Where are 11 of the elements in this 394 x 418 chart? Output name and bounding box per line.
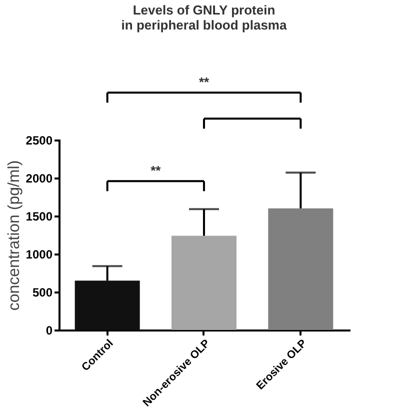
- y-tick-label: 500: [32, 286, 53, 300]
- y-tick-label: 1000: [26, 248, 53, 262]
- text: Levels of GNLY protein: [132, 2, 276, 18]
- y-tick-label: 1500: [26, 210, 53, 224]
- text: in peripheral blood plasma: [121, 18, 287, 33]
- text: **: [198, 74, 210, 90]
- y-tick-label: 2500: [26, 134, 53, 148]
- y-axis-title: concentration (pg/ml): [6, 160, 23, 311]
- annotation: **: [150, 163, 162, 178]
- y-tick-label: 0: [46, 324, 53, 338]
- y-tick-label: 2000: [26, 172, 53, 186]
